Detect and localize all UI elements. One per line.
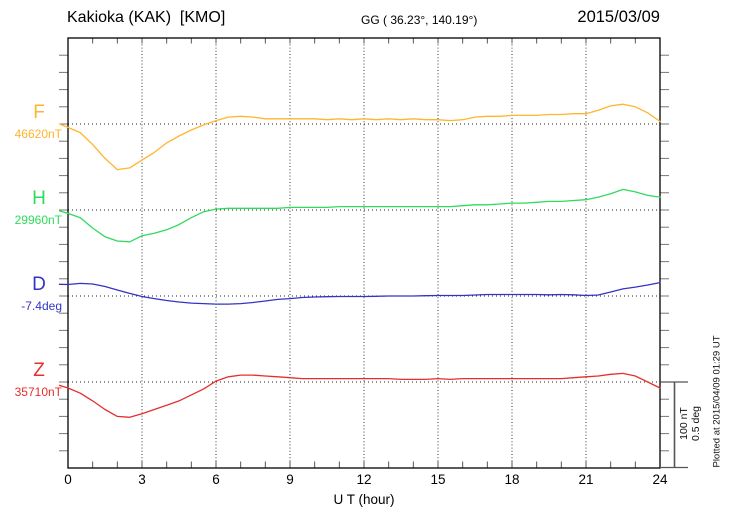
scale-bar-label: 100 nT 0.5 deg bbox=[678, 405, 702, 442]
station-title: Kakioka (KAK) [KMO] bbox=[67, 9, 226, 26]
trace-Z bbox=[58, 372, 661, 418]
scale-bar-deg-label: 0.5 deg bbox=[689, 405, 702, 442]
plot-date: 2015/03/09 bbox=[577, 8, 660, 26]
trace-F bbox=[58, 103, 661, 171]
plotted-at-timestamp: Plotted at 2015/04/09 01:29 UT bbox=[711, 335, 723, 468]
scale-bar-nt-label: 100 nT bbox=[678, 407, 691, 440]
trace-D bbox=[58, 281, 661, 305]
geographic-coordinates: GG ( 36.23°, 140.19°) bbox=[361, 13, 478, 27]
trace-H bbox=[58, 188, 661, 243]
x-axis-title: U T (hour) bbox=[333, 492, 395, 507]
